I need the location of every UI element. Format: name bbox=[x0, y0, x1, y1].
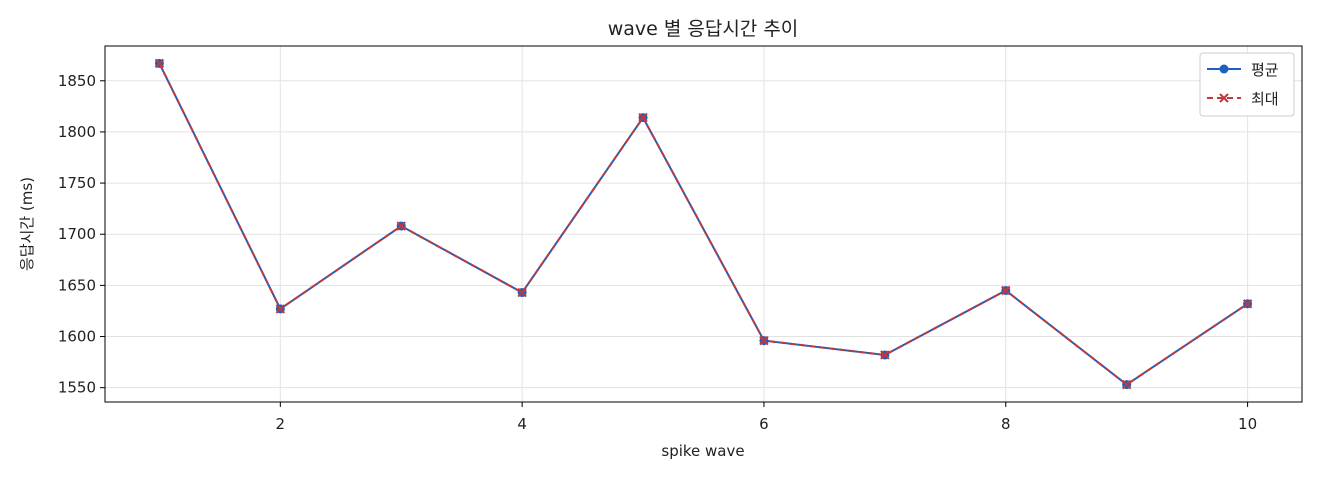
legend-marker-average bbox=[1219, 64, 1229, 74]
legend-box bbox=[1199, 52, 1295, 117]
x-tick-label: 8 bbox=[1001, 415, 1011, 433]
legend-marker-max bbox=[1219, 93, 1229, 103]
grid bbox=[105, 46, 1302, 402]
x-tick-label: 10 bbox=[1238, 415, 1257, 433]
y-tick-label: 1850 bbox=[58, 72, 96, 90]
data-point-max bbox=[154, 58, 165, 69]
data-point-max bbox=[759, 335, 769, 346]
series-layer bbox=[154, 58, 1253, 390]
y-axis-label: 응답시간 (ms) bbox=[18, 177, 36, 271]
legend-label-max: 최대 bbox=[1251, 90, 1279, 108]
data-point-max bbox=[1001, 285, 1011, 296]
data-point-max bbox=[396, 221, 406, 231]
x-tick-label: 4 bbox=[517, 415, 527, 433]
series-line-0 bbox=[158, 62, 1249, 386]
x-tick-label: 6 bbox=[759, 415, 769, 433]
y-tick-label: 1650 bbox=[58, 276, 96, 294]
legend-label-average: 평균 bbox=[1251, 61, 1279, 79]
data-point-max bbox=[517, 287, 527, 298]
x-axis-label: spike wave bbox=[661, 442, 744, 460]
data-point-max bbox=[638, 112, 648, 123]
x-axis-ticks: 2 4 6 8 10 bbox=[276, 402, 1257, 433]
data-point-max bbox=[1242, 299, 1253, 309]
data-point-max bbox=[275, 304, 286, 314]
y-tick-label: 1750 bbox=[58, 174, 96, 192]
data-point-max bbox=[1121, 379, 1132, 390]
data-point-max bbox=[880, 350, 890, 360]
y-tick-label: 1550 bbox=[58, 379, 96, 397]
y-tick-label: 1600 bbox=[58, 328, 96, 346]
y-tick-label: 1700 bbox=[58, 225, 96, 243]
y-axis-ticks: 1550 1600 1650 1700 1750 1800 1850 bbox=[58, 72, 105, 397]
x-tick-label: 2 bbox=[276, 415, 286, 433]
plot-frame bbox=[104, 45, 1303, 403]
y-tick-label: 1800 bbox=[58, 123, 96, 141]
chart-title: wave 별 응답시간 추이 bbox=[608, 18, 799, 40]
legend: 평균 최대 bbox=[1199, 52, 1295, 117]
